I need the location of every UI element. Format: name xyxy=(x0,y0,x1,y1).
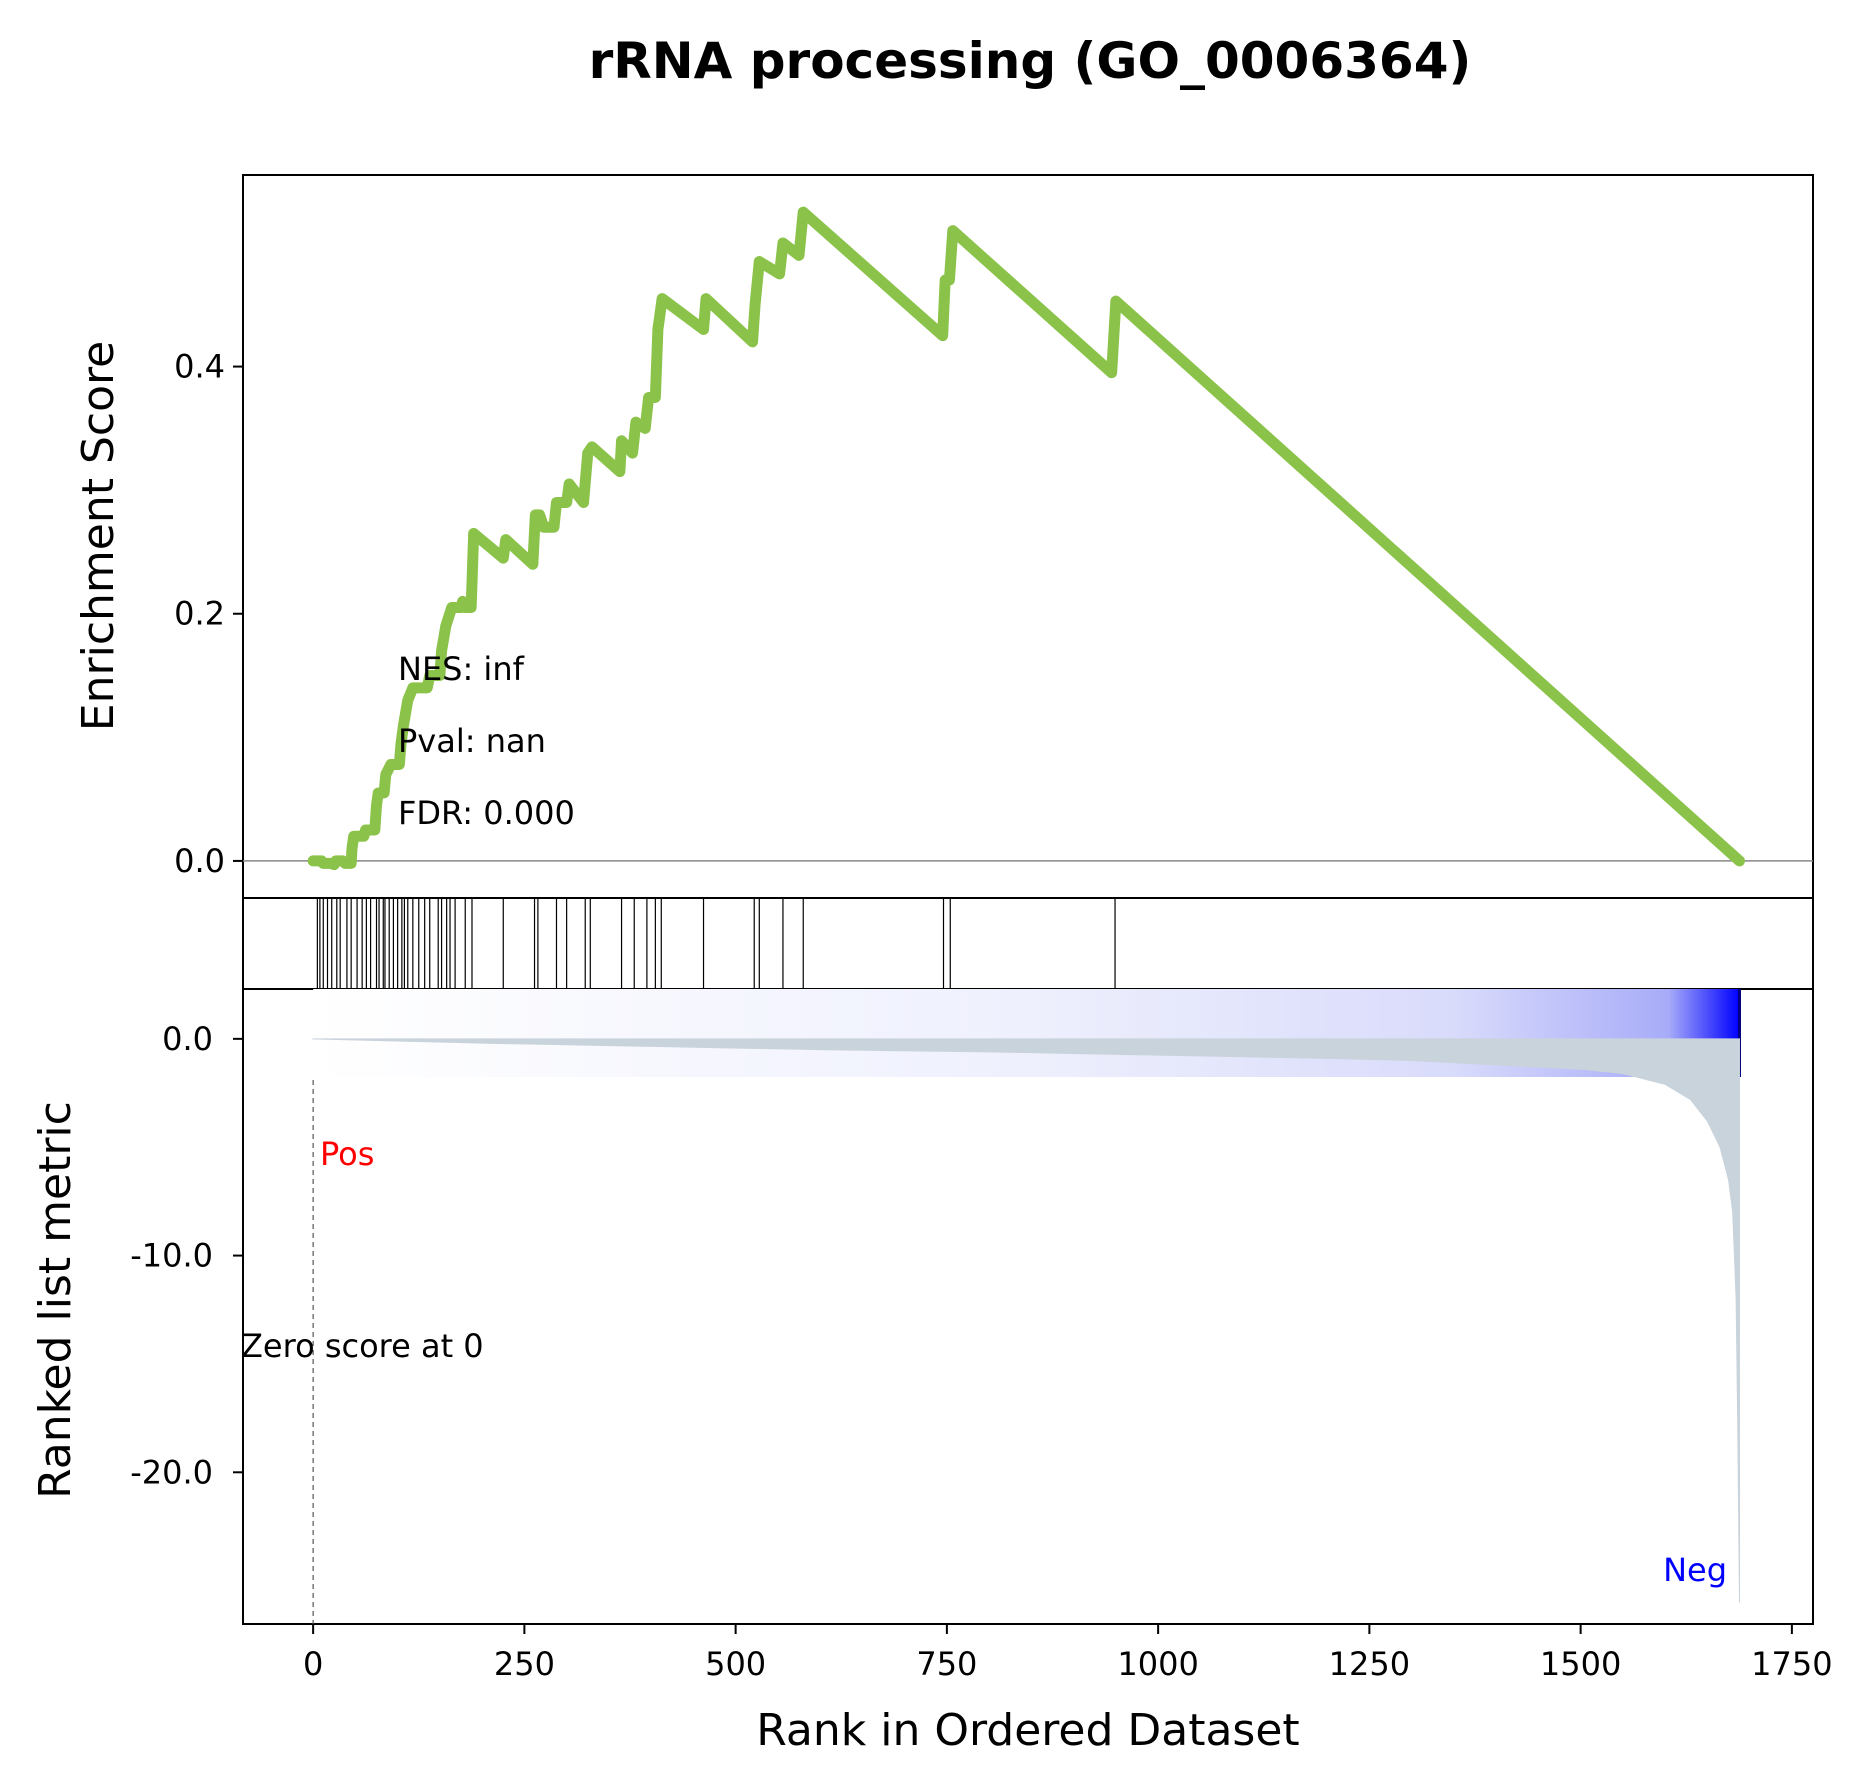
fdr-stat: FDR: 0.000 xyxy=(398,794,575,832)
ranked-metric-fill xyxy=(313,1038,1740,1603)
enrichment-y-tick-label: 0.2 xyxy=(174,595,225,633)
chart-title: rRNA processing (GO_0006364) xyxy=(589,32,1472,90)
metric-y-tick-label: -20.0 xyxy=(130,1453,213,1491)
ranked-metric-area xyxy=(313,1038,1740,1603)
metric-panel-frame xyxy=(242,988,1814,1625)
nes-stat: NES: inf xyxy=(398,650,525,688)
pval-stat: Pval: nan xyxy=(398,722,546,760)
enrichment-y-ticks: 0.0 0.2 0.4 xyxy=(174,348,243,880)
x-axis-ticks: 0 250 500 750 1000 1250 1500 1750 xyxy=(303,1624,1833,1683)
x-tick-label: 500 xyxy=(705,1645,766,1683)
x-axis-label: Rank in Ordered Dataset xyxy=(756,1705,1299,1756)
metric-y-tick-label: -10.0 xyxy=(130,1237,213,1275)
neg-label: Neg xyxy=(1663,1551,1727,1589)
enrichment-y-axis-label: Enrichment Score xyxy=(73,341,124,731)
x-tick-label: 1750 xyxy=(1751,1645,1832,1683)
metric-y-tick-label: 0.0 xyxy=(162,1020,213,1058)
running-enrichment-curve xyxy=(307,206,1745,871)
enrichment-y-tick-label: 0.4 xyxy=(174,348,225,386)
x-tick-label: 0 xyxy=(303,1645,323,1683)
metric-y-axis-label: Ranked list metric xyxy=(30,1101,81,1499)
gene-hit-markers xyxy=(316,898,1116,989)
zero-score-label: Zero score at 0 xyxy=(241,1327,484,1365)
enrichment-y-tick-label: 0.0 xyxy=(174,842,225,880)
x-tick-label: 1500 xyxy=(1540,1645,1621,1683)
x-tick-label: 750 xyxy=(916,1645,977,1683)
running-es-line xyxy=(307,206,1745,871)
hits-panel-frame xyxy=(242,897,1814,990)
x-tick-label: 250 xyxy=(494,1645,555,1683)
pos-label: Pos xyxy=(320,1135,374,1173)
x-tick-label: 1250 xyxy=(1329,1645,1410,1683)
x-tick-label: 1000 xyxy=(1117,1645,1198,1683)
metric-y-ticks: 0.0 -10.0 -20.0 xyxy=(130,1020,243,1491)
